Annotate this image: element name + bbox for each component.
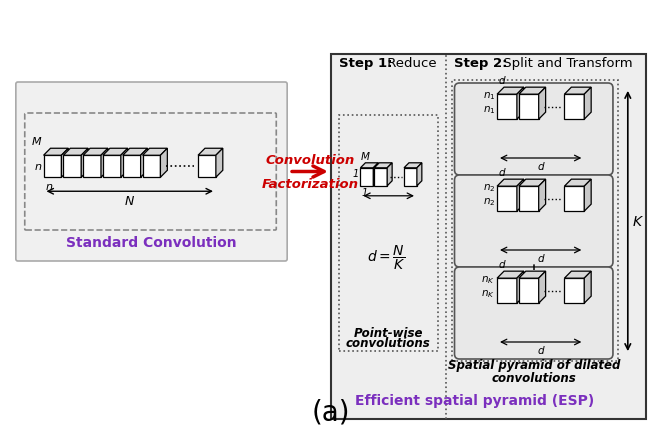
Text: d: d [498,168,505,178]
Text: d: d [537,345,544,355]
Text: n: n [45,182,53,192]
Text: Convolution: Convolution [265,153,355,166]
Text: $n_K$: $n_K$ [482,273,495,285]
Text: $n_1$: $n_1$ [482,90,495,102]
Polygon shape [584,180,591,212]
Polygon shape [519,272,546,279]
Polygon shape [63,149,88,156]
Text: Step 2:: Step 2: [454,57,507,70]
Polygon shape [519,279,538,303]
Text: (a): (a) [311,398,350,426]
Polygon shape [142,156,160,178]
Polygon shape [198,149,223,156]
Polygon shape [497,272,524,279]
Polygon shape [517,88,524,120]
Text: $n_2$: $n_2$ [483,182,495,194]
Polygon shape [404,164,422,168]
Text: Efficient spatial pyramid (ESP): Efficient spatial pyramid (ESP) [355,393,594,407]
Text: convolutions: convolutions [492,371,576,384]
Text: Step 1:: Step 1: [339,57,392,70]
Polygon shape [387,164,392,186]
Text: d: d [537,161,544,171]
Text: d: d [498,76,505,86]
Polygon shape [142,149,168,156]
Polygon shape [216,149,223,178]
Polygon shape [43,149,68,156]
FancyBboxPatch shape [16,83,287,261]
Polygon shape [564,180,591,187]
Polygon shape [417,164,422,186]
Polygon shape [404,168,417,186]
Polygon shape [84,149,108,156]
Text: $n_1$: $n_1$ [482,104,495,116]
Polygon shape [584,272,591,303]
Polygon shape [61,149,68,178]
Text: $d = \dfrac{N}{K}$: $d = \dfrac{N}{K}$ [367,243,405,272]
Polygon shape [140,149,148,178]
Polygon shape [374,168,387,186]
Polygon shape [517,272,524,303]
FancyBboxPatch shape [454,176,613,267]
Polygon shape [331,55,646,419]
Polygon shape [374,164,392,168]
Text: Spatial pyramid of dilated: Spatial pyramid of dilated [448,358,620,371]
Polygon shape [373,164,378,186]
Text: M: M [361,151,369,161]
Polygon shape [538,180,546,212]
Polygon shape [103,156,121,178]
Polygon shape [564,187,584,212]
Text: convolutions: convolutions [346,336,431,349]
Polygon shape [497,95,517,120]
FancyBboxPatch shape [454,84,613,176]
Text: Standard Convolution: Standard Convolution [66,236,237,250]
Text: N: N [125,195,134,208]
Polygon shape [198,156,216,178]
Polygon shape [564,88,591,95]
Polygon shape [101,149,108,178]
Polygon shape [519,180,546,187]
Text: d: d [537,253,544,263]
Polygon shape [564,279,584,303]
FancyBboxPatch shape [454,267,613,359]
Text: Split and Transform: Split and Transform [499,57,633,70]
Polygon shape [43,156,61,178]
Polygon shape [519,88,546,95]
Polygon shape [361,164,378,168]
Text: Factorization: Factorization [261,178,359,191]
Polygon shape [361,168,373,186]
Polygon shape [497,187,517,212]
Polygon shape [538,88,546,120]
Polygon shape [497,180,524,187]
Text: Reduce: Reduce [383,57,437,70]
Polygon shape [123,149,148,156]
Text: K: K [633,214,642,228]
Polygon shape [84,156,101,178]
Text: 1: 1 [361,187,367,197]
Polygon shape [519,187,538,212]
Polygon shape [564,272,591,279]
Polygon shape [538,272,546,303]
Text: 1: 1 [352,169,359,179]
Polygon shape [519,95,538,120]
Text: M: M [32,137,41,147]
Polygon shape [123,156,140,178]
Polygon shape [517,180,524,212]
Polygon shape [160,149,168,178]
Text: d: d [498,260,505,270]
Text: $n_2$: $n_2$ [483,196,495,208]
Polygon shape [121,149,128,178]
Polygon shape [584,88,591,120]
Text: n: n [35,162,41,172]
Polygon shape [564,95,584,120]
Polygon shape [497,88,524,95]
Text: $n_K$: $n_K$ [482,288,495,299]
Text: Point-wise: Point-wise [353,326,423,339]
Polygon shape [497,279,517,303]
Polygon shape [103,149,128,156]
Polygon shape [63,156,81,178]
Polygon shape [81,149,88,178]
